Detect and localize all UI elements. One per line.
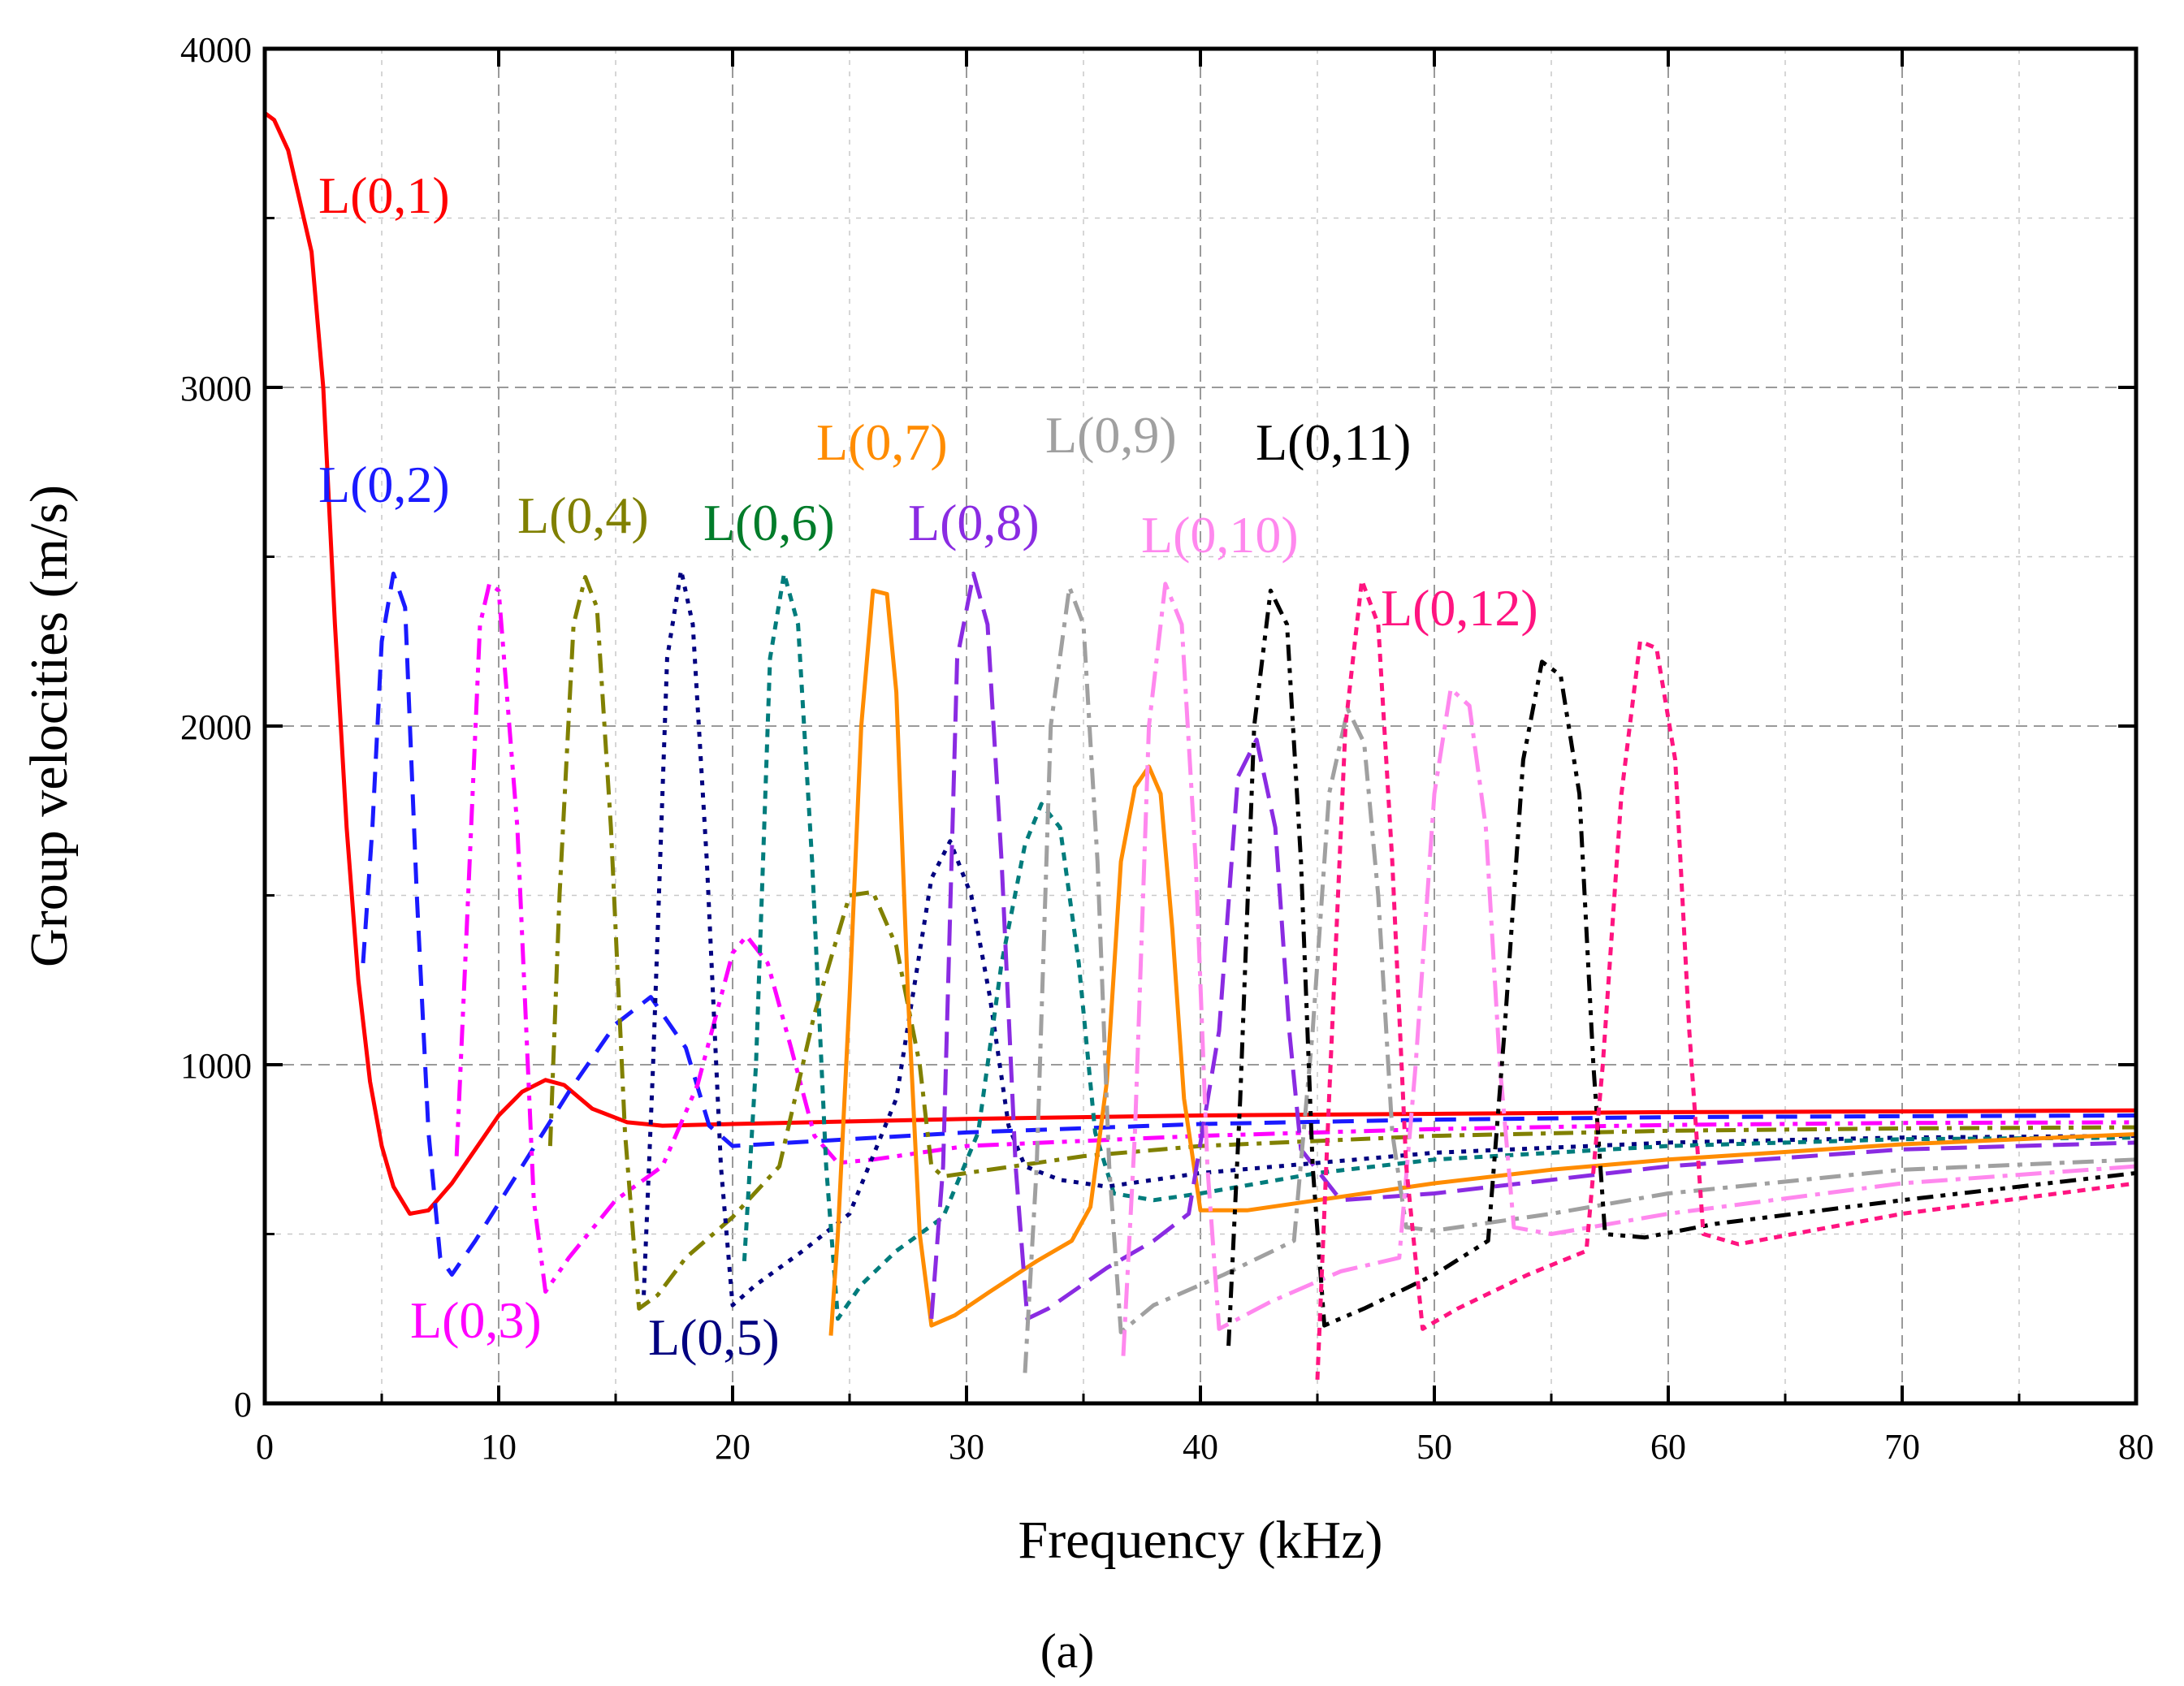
series-line-L09 <box>1023 585 2137 1373</box>
y-tick-label: 3000 <box>180 369 252 409</box>
y-tick-label: 0 <box>234 1385 252 1424</box>
x-tick-label: 60 <box>1650 1427 1686 1467</box>
series-line-L04 <box>547 575 2137 1311</box>
label-L07: L(0,7) <box>816 413 948 471</box>
label-L08: L(0,8) <box>908 494 1040 551</box>
x-tick-label: 0 <box>256 1427 274 1467</box>
x-axis-title: Frequency (kHz) <box>1018 1511 1383 1570</box>
series-line-L011 <box>1226 588 2137 1347</box>
x-tick-label: 10 <box>481 1427 517 1467</box>
series-lines <box>263 111 2137 1380</box>
grid <box>265 49 2136 1403</box>
x-tick-label: 50 <box>1416 1427 1452 1467</box>
series-line-L02 <box>361 571 2137 1277</box>
label-L03: L(0,3) <box>410 1291 542 1349</box>
series-line-L05 <box>642 568 2137 1308</box>
series-labels: L(0,1) L(0,2) L(0,3) L(0,4) L(0,5) L(0,6… <box>318 166 1538 1366</box>
label-L05: L(0,5) <box>648 1308 780 1366</box>
label-L011: L(0,11) <box>1256 413 1411 471</box>
label-L01: L(0,1) <box>318 166 450 224</box>
y-tick-label: 4000 <box>180 30 252 70</box>
series-line-L010 <box>1121 581 2137 1356</box>
series-line-L08 <box>929 571 2137 1321</box>
panel-label: (a) <box>1040 1624 1095 1678</box>
label-L02: L(0,2) <box>318 456 450 513</box>
axis-ticks: 0 10 20 30 40 50 60 70 80 0 1000 2000 3000 4000 <box>180 30 2154 1467</box>
y-tick-label: 1000 <box>180 1046 252 1086</box>
x-tick-label: 80 <box>2118 1427 2154 1467</box>
x-tick-label: 20 <box>715 1427 750 1467</box>
label-L010: L(0,10) <box>1141 506 1299 564</box>
x-tick-label: 70 <box>1884 1427 1920 1467</box>
label-L04: L(0,4) <box>517 486 649 544</box>
x-tick-label: 40 <box>1183 1427 1218 1467</box>
label-L09: L(0,9) <box>1045 406 1177 464</box>
x-tick-label: 30 <box>949 1427 984 1467</box>
series-line-L06 <box>742 571 2137 1321</box>
y-tick-label: 2000 <box>180 707 252 747</box>
series-line-L07 <box>828 588 2137 1336</box>
series-line-L01 <box>263 111 2137 1216</box>
series-line-L012 <box>1315 578 2137 1380</box>
label-L012: L(0,12) <box>1381 579 1538 637</box>
y-axis-title: Group velocities (m/s) <box>19 485 79 967</box>
label-L06: L(0,6) <box>703 494 835 551</box>
